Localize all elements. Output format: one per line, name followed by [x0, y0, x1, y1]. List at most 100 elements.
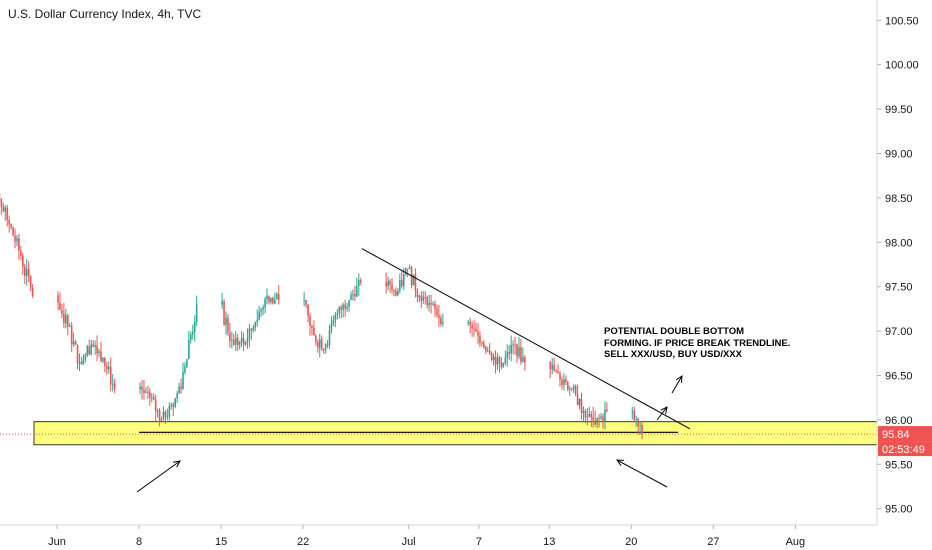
candle-body — [326, 344, 329, 346]
countdown-badge — [878, 441, 932, 457]
candle-body — [260, 309, 262, 312]
candle-body — [520, 347, 522, 362]
candle-body — [186, 359, 188, 367]
candle-body — [96, 345, 98, 354]
time-tick-label: 7 — [476, 536, 482, 548]
candle-body — [484, 347, 487, 352]
candle-body — [6, 207, 9, 220]
candle-body — [641, 425, 643, 435]
candle-body — [596, 417, 598, 425]
candle-body — [358, 280, 360, 286]
candle-body — [479, 335, 481, 343]
candle-body — [389, 280, 391, 285]
candle-body — [221, 301, 223, 305]
time-tick-label: Jun — [48, 536, 66, 548]
candle-body — [486, 350, 489, 352]
candle-body — [408, 267, 411, 269]
candle-body — [334, 314, 337, 321]
candle-body — [4, 207, 7, 212]
candle-body — [254, 322, 257, 328]
candle-body — [570, 388, 573, 390]
candle-body — [438, 314, 440, 319]
candle-body — [633, 410, 636, 420]
candle-body — [346, 306, 348, 309]
candle-body — [602, 416, 604, 422]
candle-body — [399, 280, 401, 291]
candle-body — [432, 303, 434, 305]
candle-body — [557, 371, 559, 374]
candle-body — [320, 339, 323, 350]
candle-body — [102, 357, 104, 362]
candle-body — [264, 299, 266, 308]
candle-body — [266, 295, 268, 300]
candle-body — [559, 373, 561, 380]
candle-body — [149, 391, 151, 398]
candle-body — [25, 268, 28, 276]
candle-body — [29, 275, 32, 288]
candle-body — [400, 280, 403, 286]
candle-body — [582, 411, 585, 413]
candle-body — [113, 383, 116, 389]
candle-body — [63, 313, 65, 324]
candle-body — [90, 344, 93, 355]
candle-body — [158, 410, 161, 421]
candle-body — [275, 294, 278, 300]
arrow-breakout-small-head — [660, 406, 668, 414]
candle-body — [434, 303, 436, 309]
price-tick-label: 98.50 — [885, 193, 913, 205]
candle-body — [12, 227, 14, 236]
candle-body — [309, 315, 311, 326]
candle-body — [395, 291, 397, 296]
candle-body — [252, 327, 255, 331]
candle-body — [563, 379, 565, 385]
candle-body — [430, 302, 432, 305]
candle-body — [111, 383, 114, 385]
price-tick-label: 100.50 — [885, 15, 919, 27]
candle-body — [422, 297, 425, 301]
candle-body — [166, 416, 169, 418]
candle-body — [475, 328, 477, 332]
candle-body — [551, 364, 553, 370]
candle-body — [80, 362, 83, 365]
candle-body — [506, 351, 509, 358]
candle-body — [488, 350, 491, 354]
candle-body — [10, 224, 12, 228]
candle-body — [600, 416, 602, 419]
candle-body — [313, 327, 315, 336]
candle-body — [393, 290, 395, 292]
candle-body — [272, 297, 274, 304]
candle-body — [510, 344, 512, 354]
support-zone — [33, 421, 878, 446]
candle-body — [522, 357, 524, 362]
price-tick-label: 96.00 — [885, 415, 913, 427]
candle-body — [354, 294, 356, 297]
candle-body — [162, 411, 165, 420]
candle-body — [404, 268, 407, 275]
candle-body — [424, 297, 427, 299]
price-tick-label: 98.00 — [885, 237, 913, 249]
candle-body — [469, 322, 471, 325]
candle-body — [82, 359, 85, 365]
candle-body — [428, 302, 430, 306]
candle-body — [305, 299, 307, 305]
candle-body — [170, 404, 173, 406]
time-tick-label: 15 — [215, 536, 227, 548]
candle-body — [555, 370, 557, 372]
candle-body — [322, 349, 325, 351]
candle-body — [315, 335, 317, 343]
candle-body — [233, 339, 235, 345]
chart-title: U.S. Dollar Currency Index, 4h, TVC — [8, 7, 202, 21]
arrow-breakout-large-head — [675, 375, 683, 384]
candle-body — [94, 345, 96, 347]
time-tick-label: Aug — [786, 536, 806, 548]
candle-body — [174, 398, 176, 407]
candle-body — [606, 409, 608, 412]
candle-body — [342, 304, 344, 310]
candle-body — [92, 344, 94, 347]
candle-body — [76, 344, 79, 364]
candle-body — [23, 266, 26, 276]
candle-body — [143, 389, 145, 393]
arrow-breakout-large — [671, 375, 683, 394]
